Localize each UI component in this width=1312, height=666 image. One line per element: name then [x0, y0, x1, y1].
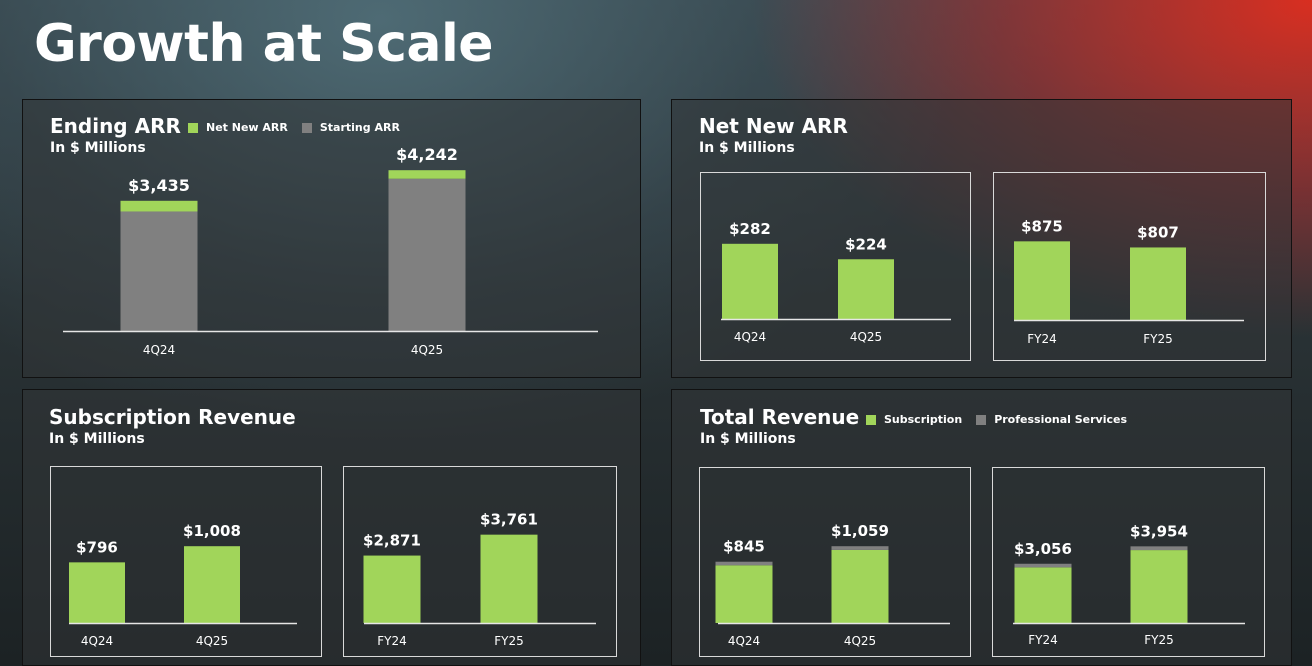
net-new-arr-quarterly-box: $282 4Q24 $224 4Q25	[700, 172, 971, 361]
chart-ending-arr: $3,435 4Q24 $4,242 4Q25	[63, 145, 598, 357]
total-revenue-title: Total Revenue	[700, 405, 860, 429]
total-revenue-quarterly-box: $845 4Q24 $1,059 4Q25	[699, 467, 971, 657]
ending-arr-subtitle: In $ Millions	[50, 140, 146, 156]
total-revenue-subtitle: In $ Millions	[700, 431, 796, 447]
data-label-fy24: $3,056	[1014, 540, 1072, 558]
tick-label-4q24: 4Q24	[734, 330, 766, 344]
legend-swatch-gray	[976, 414, 987, 425]
tick-label-4q24: 4Q24	[81, 634, 113, 648]
data-label-4q24: $796	[76, 538, 118, 556]
data-label-4q24: $282	[729, 220, 771, 238]
net-new-arr-subtitle: In $ Millions	[699, 140, 795, 156]
net-new-arr-annual-box: $875 FY24 $807 FY25	[993, 172, 1266, 361]
bar-professional-services-4q25	[831, 546, 889, 550]
bar-fy24	[363, 555, 421, 623]
bar-subscription-4q25	[831, 549, 889, 623]
tick-label-fy25: FY25	[494, 634, 524, 648]
tick-label-4q24: 4Q24	[143, 343, 175, 357]
bar-4q24	[722, 243, 778, 319]
subscription-revenue-panel: Subscription Revenue In $ Millions $796 4…	[22, 389, 641, 666]
legend-swatch-green	[866, 414, 876, 425]
ending-arr-title: Ending ARR	[50, 114, 181, 138]
legend-swatch-gray	[301, 122, 312, 133]
bar-fy25	[1130, 247, 1186, 320]
bar-starting-arr-4q24	[120, 211, 198, 331]
total-revenue-annual-box: $3,056 FY24 $3,954 FY25	[992, 467, 1265, 657]
data-label-fy25: $3,954	[1130, 522, 1188, 540]
legend-item-net-new-arr: Net New ARR	[188, 121, 288, 134]
bar-fy25	[480, 534, 538, 623]
tick-label-4q25: 4Q25	[850, 330, 882, 344]
legend-item-subscription: Subscription	[866, 413, 962, 426]
bar-4q25	[838, 259, 894, 319]
page-title: Growth at Scale	[34, 14, 494, 74]
subscription-revenue-subtitle: In $ Millions	[49, 431, 145, 447]
legend-label: Net New ARR	[206, 121, 288, 134]
chart-total-revenue-annual: $3,056 FY24 $3,954 FY25	[1013, 522, 1245, 647]
bar-net-new-arr-4q25	[388, 170, 466, 179]
legend-swatch-green	[188, 122, 198, 133]
chart-subscription-revenue-quarterly: $796 4Q24 $1,008 4Q25	[69, 522, 297, 648]
bar-fy24	[1014, 241, 1070, 320]
legend-item-professional-services: Professional Services	[976, 413, 1127, 426]
net-new-arr-panel: Net New ARR In $ Millions $282 4Q24 $224 4Q…	[671, 99, 1292, 378]
tick-label-4q25: 4Q25	[196, 634, 228, 648]
data-label-fy24: $875	[1021, 217, 1063, 235]
tick-label-fy24: FY24	[377, 634, 407, 648]
net-new-arr-title: Net New ARR	[699, 114, 848, 138]
data-label-4q25: $1,059	[831, 522, 889, 540]
chart-net-new-arr-annual: $875 FY24 $807 FY25	[1014, 217, 1244, 346]
bar-subscription-fy25	[1130, 550, 1188, 623]
tick-label-fy25: FY25	[1143, 332, 1173, 346]
bar-professional-services-fy25	[1130, 546, 1188, 551]
tick-label-4q25: 4Q25	[411, 343, 443, 357]
bar-subscription-4q24	[715, 565, 773, 623]
data-label-4q25: $224	[845, 235, 887, 253]
legend-label: Starting ARR	[319, 121, 400, 134]
ending-arr-legend: Net New ARR Starting ARR	[188, 121, 414, 134]
tick-label-4q25: 4Q25	[844, 634, 876, 648]
data-label-fy25: $3,761	[480, 511, 538, 529]
data-label-4q25: $1,008	[183, 522, 241, 540]
chart-subscription-revenue-annual: $2,871 FY24 $3,761 FY25	[363, 511, 596, 648]
data-label-fy24: $2,871	[363, 532, 421, 550]
tick-label-fy24: FY24	[1027, 332, 1057, 346]
legend-item-starting-arr: Starting ARR	[301, 121, 400, 134]
chart-net-new-arr-quarterly: $282 4Q24 $224 4Q25	[721, 220, 951, 344]
data-label-fy25: $807	[1137, 223, 1179, 241]
bar-4q25	[184, 546, 240, 623]
bar-subscription-fy24	[1014, 567, 1072, 623]
subscription-revenue-annual-box: $2,871 FY24 $3,761 FY25	[343, 466, 617, 657]
data-label-4q24: $3,435	[128, 176, 190, 195]
bar-net-new-arr-4q24	[120, 200, 198, 212]
total-revenue-legend: Subscription Professional Services	[866, 413, 1141, 426]
data-label-4q25: $4,242	[396, 145, 458, 164]
legend-label: Subscription	[884, 413, 963, 426]
total-revenue-panel: Total Revenue In $ Millions Subscription…	[671, 389, 1292, 666]
data-label-4q24: $845	[723, 538, 765, 556]
subscription-revenue-quarterly-box: $796 4Q24 $1,008 4Q25	[50, 466, 322, 657]
tick-label-fy25: FY25	[1144, 633, 1174, 647]
bar-4q24	[69, 562, 125, 623]
bar-professional-services-4q24	[715, 561, 773, 566]
chart-total-revenue-quarterly: $845 4Q24 $1,059 4Q25	[715, 522, 950, 648]
tick-label-4q24: 4Q24	[728, 634, 760, 648]
subscription-revenue-title: Subscription Revenue	[49, 405, 296, 429]
tick-label-fy24: FY24	[1028, 633, 1058, 647]
bar-professional-services-fy24	[1014, 563, 1072, 568]
legend-label: Professional Services	[994, 413, 1128, 426]
bar-starting-arr-4q25	[388, 178, 466, 331]
ending-arr-panel: Ending ARR In $ Millions Net New ARR Sta…	[22, 99, 641, 378]
